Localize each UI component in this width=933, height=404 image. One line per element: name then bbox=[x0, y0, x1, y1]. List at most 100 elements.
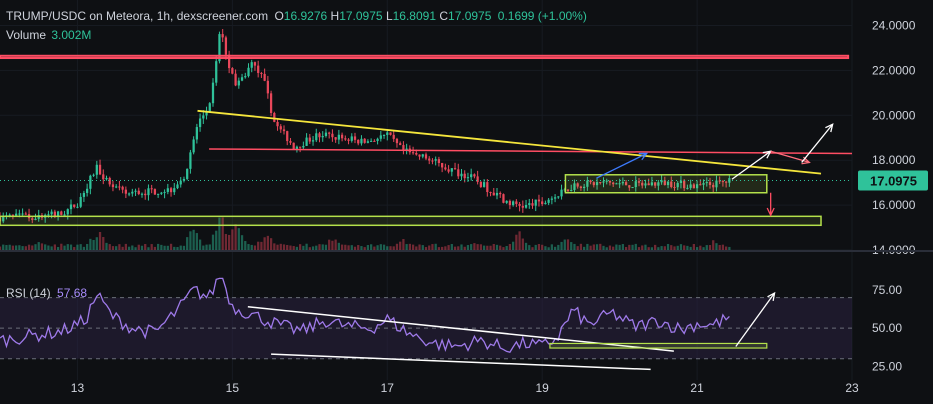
candle-body bbox=[182, 178, 186, 181]
projection-arrow-head bbox=[638, 152, 649, 161]
candle-body bbox=[144, 193, 147, 196]
volume-bar bbox=[2, 244, 5, 250]
volume-bar bbox=[705, 245, 708, 250]
volume-bar bbox=[515, 234, 518, 250]
volume-bar bbox=[299, 244, 302, 250]
volume-bar bbox=[654, 244, 657, 250]
candle-body bbox=[331, 133, 334, 138]
price-tick-label: 16.0000 bbox=[872, 198, 916, 212]
candle-body bbox=[253, 62, 257, 66]
volume-bar bbox=[702, 247, 705, 250]
candle-body bbox=[60, 211, 63, 215]
volume-bar bbox=[631, 244, 634, 250]
rsi-label: RSI (14) bbox=[6, 286, 51, 300]
volume-bar bbox=[366, 245, 370, 250]
rsi-lower-trendline bbox=[271, 353, 651, 371]
volume-bar bbox=[240, 235, 244, 250]
projection-arrow-head bbox=[825, 123, 834, 133]
candle-body bbox=[702, 183, 705, 185]
volume-bar bbox=[576, 246, 579, 250]
candle-body bbox=[111, 184, 115, 188]
volume-bar bbox=[315, 245, 318, 250]
candle-body bbox=[695, 184, 699, 189]
volume-bar bbox=[553, 246, 557, 250]
candle-body bbox=[115, 186, 118, 188]
volume-bar bbox=[360, 246, 363, 250]
volume-bar bbox=[537, 243, 541, 250]
candle-body bbox=[502, 194, 505, 203]
volume-bar bbox=[479, 244, 482, 250]
volume-bar bbox=[392, 246, 395, 250]
candle-body bbox=[463, 173, 466, 179]
volume-bar bbox=[108, 244, 111, 250]
volume-bar bbox=[679, 244, 683, 250]
volume-bar bbox=[550, 244, 553, 250]
volume-bar bbox=[253, 245, 257, 250]
candle-body bbox=[21, 213, 24, 215]
volume-bar bbox=[247, 244, 250, 250]
candle-body bbox=[250, 62, 253, 68]
volume-bar bbox=[189, 231, 192, 250]
candle-body bbox=[169, 188, 173, 193]
volume-bar bbox=[528, 245, 531, 250]
volume-bar bbox=[495, 244, 499, 250]
volume-bar bbox=[76, 244, 79, 250]
volume-bar bbox=[347, 245, 350, 250]
volume-bar bbox=[376, 245, 379, 250]
candle-body bbox=[124, 189, 127, 194]
candle-body bbox=[592, 182, 595, 186]
candle-body bbox=[512, 201, 515, 206]
volume-bar bbox=[657, 247, 660, 250]
volume-bar bbox=[211, 234, 215, 250]
candle-body bbox=[102, 174, 105, 180]
volume-bar bbox=[324, 244, 328, 250]
volume-bar bbox=[373, 246, 376, 250]
candle-body bbox=[240, 77, 244, 81]
candle-body bbox=[589, 180, 592, 183]
volume-bar bbox=[53, 244, 56, 250]
candle-body bbox=[189, 152, 192, 169]
candle-body bbox=[11, 214, 15, 216]
volume-bar bbox=[308, 247, 311, 250]
candle-body bbox=[615, 183, 618, 185]
chart-header: TRUMP/USDC on Meteora, 1h, dexscreener.c… bbox=[6, 9, 587, 23]
candle-body bbox=[453, 168, 457, 170]
candle-body bbox=[166, 188, 169, 192]
volume-bar bbox=[111, 246, 115, 250]
volume-bar bbox=[605, 247, 608, 250]
candle-body bbox=[402, 145, 405, 151]
candle-body bbox=[679, 180, 683, 184]
candle-body bbox=[537, 199, 541, 202]
candle-body bbox=[460, 173, 463, 177]
low-value: 16.8091 bbox=[392, 9, 437, 23]
candle-body bbox=[492, 192, 495, 196]
candle-body bbox=[98, 164, 102, 175]
candle-body bbox=[147, 188, 150, 196]
candle-body bbox=[654, 182, 657, 186]
volume-bar bbox=[405, 244, 408, 250]
candle-body bbox=[286, 131, 289, 142]
consolidation-box bbox=[564, 174, 768, 194]
volume-bar bbox=[169, 243, 173, 250]
volume-bar bbox=[305, 243, 308, 250]
candle-body bbox=[547, 199, 550, 203]
time-tick-label: 13 bbox=[71, 381, 85, 395]
candle-body bbox=[424, 154, 428, 159]
candle-body bbox=[595, 182, 599, 186]
volume-bar bbox=[602, 245, 605, 250]
volume-bar bbox=[295, 246, 299, 250]
candle-body bbox=[8, 214, 11, 216]
candle-body bbox=[557, 196, 560, 198]
candle-body bbox=[505, 200, 508, 203]
volume-bar bbox=[11, 245, 15, 250]
volume-bar bbox=[31, 245, 34, 250]
volume-bar bbox=[476, 244, 479, 250]
candle-body bbox=[324, 132, 328, 137]
candle-body bbox=[386, 132, 389, 135]
candle-body bbox=[218, 34, 221, 62]
candle-body bbox=[395, 138, 399, 144]
candle-body bbox=[302, 145, 305, 148]
candle-body bbox=[224, 37, 228, 55]
volume-bar bbox=[453, 246, 457, 250]
volume-bar bbox=[344, 244, 347, 250]
